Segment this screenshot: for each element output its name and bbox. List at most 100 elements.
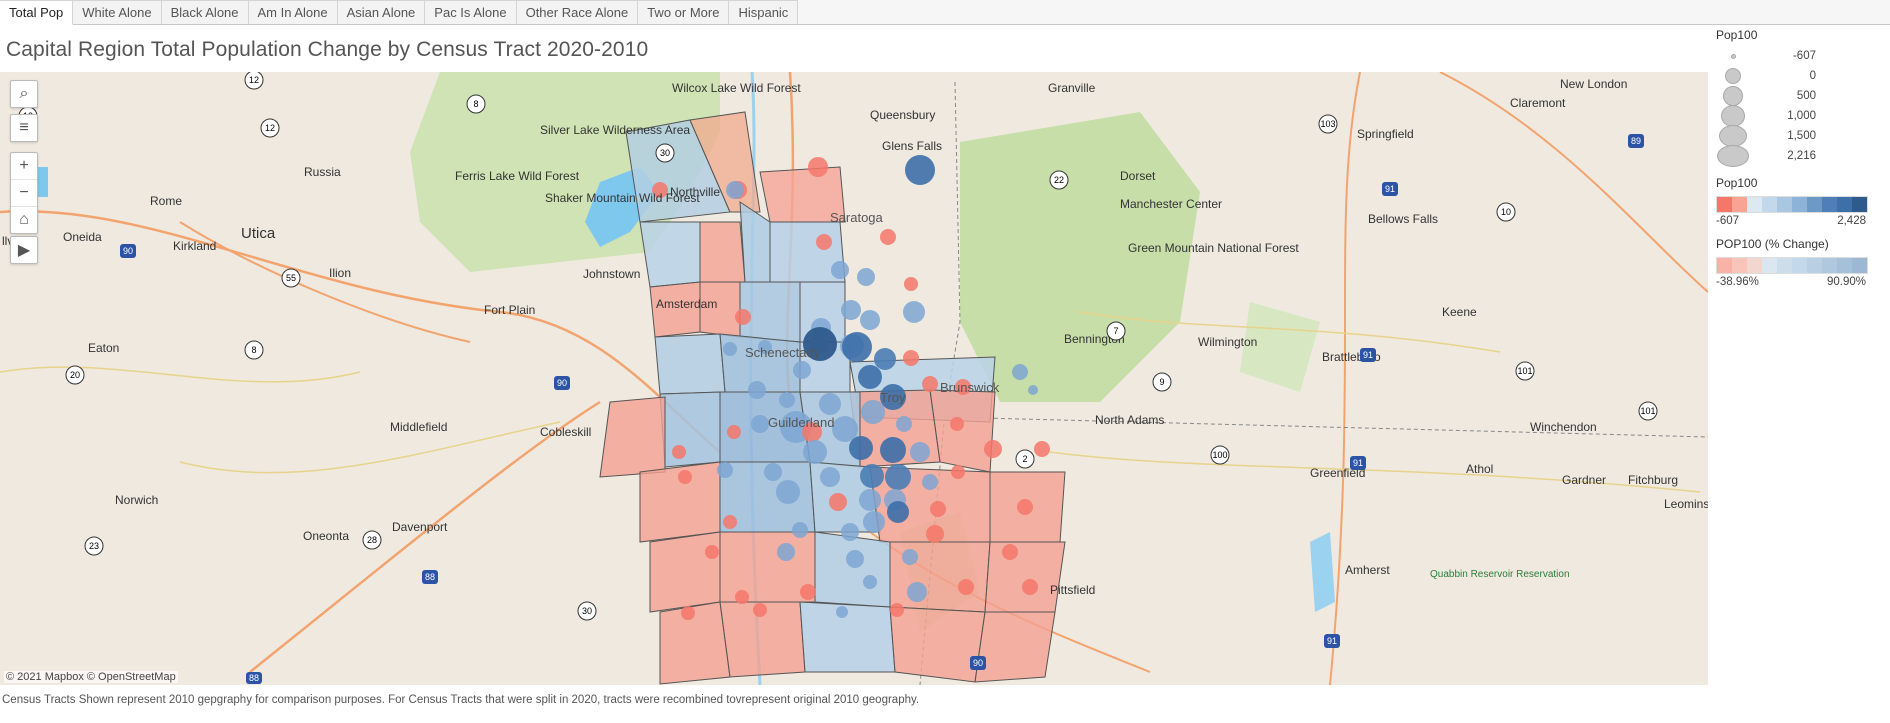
tract-circle[interactable] [776, 480, 800, 504]
tract-circle[interactable] [1028, 385, 1038, 395]
tract-polygon[interactable] [814, 531, 891, 608]
tract-circle[interactable] [803, 327, 837, 361]
tract-polygon[interactable] [699, 221, 746, 283]
layers-icon[interactable]: ≡ [19, 119, 29, 136]
tract-circle[interactable] [907, 582, 927, 602]
tract-circle[interactable] [727, 425, 741, 439]
tract-circle-layer[interactable] [652, 155, 1050, 620]
tract-circle[interactable] [880, 437, 906, 463]
tract-circle[interactable] [846, 550, 864, 568]
tract-circle[interactable] [672, 445, 686, 459]
tract-polygon[interactable] [929, 389, 996, 473]
tract-circle[interactable] [903, 350, 919, 366]
tract-circle[interactable] [890, 603, 904, 617]
tract-circle[interactable] [880, 384, 906, 410]
census-tract-layer[interactable] [599, 111, 1066, 685]
tract-polygon[interactable] [659, 601, 731, 685]
tract-circle[interactable] [836, 606, 848, 618]
tract-circle[interactable] [858, 365, 882, 389]
tab-hispanic[interactable]: Hispanic [729, 0, 799, 24]
tract-circle[interactable] [860, 464, 884, 488]
tract-circle[interactable] [723, 342, 737, 356]
tract-polygon[interactable] [659, 391, 721, 468]
tract-circle[interactable] [842, 332, 872, 362]
tract-circle[interactable] [678, 470, 692, 484]
tract-circle[interactable] [863, 511, 885, 533]
tract-circle[interactable] [764, 463, 782, 481]
tract-circle[interactable] [779, 392, 795, 408]
tract-circle[interactable] [800, 584, 816, 600]
tract-circle[interactable] [922, 376, 938, 392]
search-icon[interactable]: ⌕ [19, 85, 29, 102]
tract-circle[interactable] [1017, 499, 1033, 515]
tract-circle[interactable] [793, 361, 811, 379]
tract-circle[interactable] [803, 440, 827, 464]
zoom-in-icon[interactable]: + [11, 153, 37, 180]
tract-polygon[interactable] [654, 333, 726, 395]
tract-circle[interactable] [820, 467, 840, 487]
tract-circle[interactable] [1034, 441, 1050, 457]
tract-circle[interactable] [904, 277, 918, 291]
home-icon[interactable]: ⌂ [19, 211, 29, 228]
tract-circle[interactable] [951, 465, 965, 479]
tract-polygon[interactable] [599, 396, 666, 478]
tract-circle[interactable] [860, 310, 880, 330]
tract-polygon[interactable] [889, 606, 986, 683]
tract-circle[interactable] [726, 181, 744, 199]
tract-circle[interactable] [922, 474, 938, 490]
tract-circle[interactable] [863, 575, 877, 589]
tract-circle[interactable] [896, 416, 912, 432]
tract-circle[interactable] [955, 379, 971, 395]
tract-circle[interactable] [859, 489, 881, 511]
tract-circle[interactable] [792, 522, 808, 538]
tract-polygon[interactable] [639, 221, 701, 288]
tract-circle[interactable] [984, 440, 1002, 458]
tract-circle[interactable] [832, 416, 858, 442]
tract-circle[interactable] [819, 393, 841, 415]
tract-circle[interactable] [1012, 364, 1028, 380]
tract-circle[interactable] [902, 549, 918, 565]
tract-circle[interactable] [808, 157, 828, 177]
tract-circle[interactable] [926, 525, 944, 543]
tract-circle[interactable] [758, 340, 772, 354]
tract-circle[interactable] [831, 261, 849, 279]
tract-circle[interactable] [705, 545, 719, 559]
tract-circle[interactable] [910, 442, 930, 462]
tract-circle[interactable] [723, 515, 737, 529]
zoom-out-icon[interactable]: − [11, 180, 37, 207]
tract-circle[interactable] [958, 579, 974, 595]
tract-circle[interactable] [905, 155, 935, 185]
tract-circle[interactable] [816, 234, 832, 250]
tract-circle[interactable] [861, 400, 885, 424]
tract-circle[interactable] [841, 300, 861, 320]
tract-circle[interactable] [887, 501, 909, 523]
tab-two-or-more[interactable]: Two or More [638, 0, 730, 24]
tract-circle[interactable] [777, 543, 795, 561]
tab-other-race-alone[interactable]: Other Race Alone [516, 0, 639, 24]
tract-polygon[interactable] [649, 531, 721, 613]
tab-total-pop[interactable]: Total Pop [0, 0, 74, 25]
tract-circle[interactable] [652, 182, 668, 198]
play-icon[interactable]: ▶ [17, 242, 31, 259]
tract-circle[interactable] [1022, 579, 1038, 595]
tract-circle[interactable] [849, 436, 873, 460]
tract-circle[interactable] [735, 590, 749, 604]
tract-circle[interactable] [802, 422, 822, 442]
tract-circle[interactable] [735, 309, 751, 325]
tab-pac-is-alone[interactable]: Pac Is Alone [425, 0, 517, 24]
tract-circle[interactable] [903, 301, 925, 323]
map-view[interactable]: Wilcox Lake Wild Forest Queensbury Glens… [0, 72, 1708, 685]
tract-circle[interactable] [829, 493, 847, 511]
tract-circle[interactable] [1002, 544, 1018, 560]
tab-white-alone[interactable]: White Alone [73, 0, 162, 24]
tract-polygon[interactable] [984, 541, 1066, 613]
tract-circle[interactable] [930, 501, 946, 517]
tab-am-in-alone[interactable]: Am In Alone [248, 0, 338, 24]
tract-polygon[interactable] [739, 201, 771, 283]
map-canvas[interactable]: Wilcox Lake Wild Forest Queensbury Glens… [0, 72, 1708, 685]
tract-circle[interactable] [748, 381, 766, 399]
tract-circle[interactable] [880, 229, 896, 245]
tract-circle[interactable] [681, 606, 695, 620]
tract-circle[interactable] [950, 417, 964, 431]
tract-circle[interactable] [874, 348, 896, 370]
